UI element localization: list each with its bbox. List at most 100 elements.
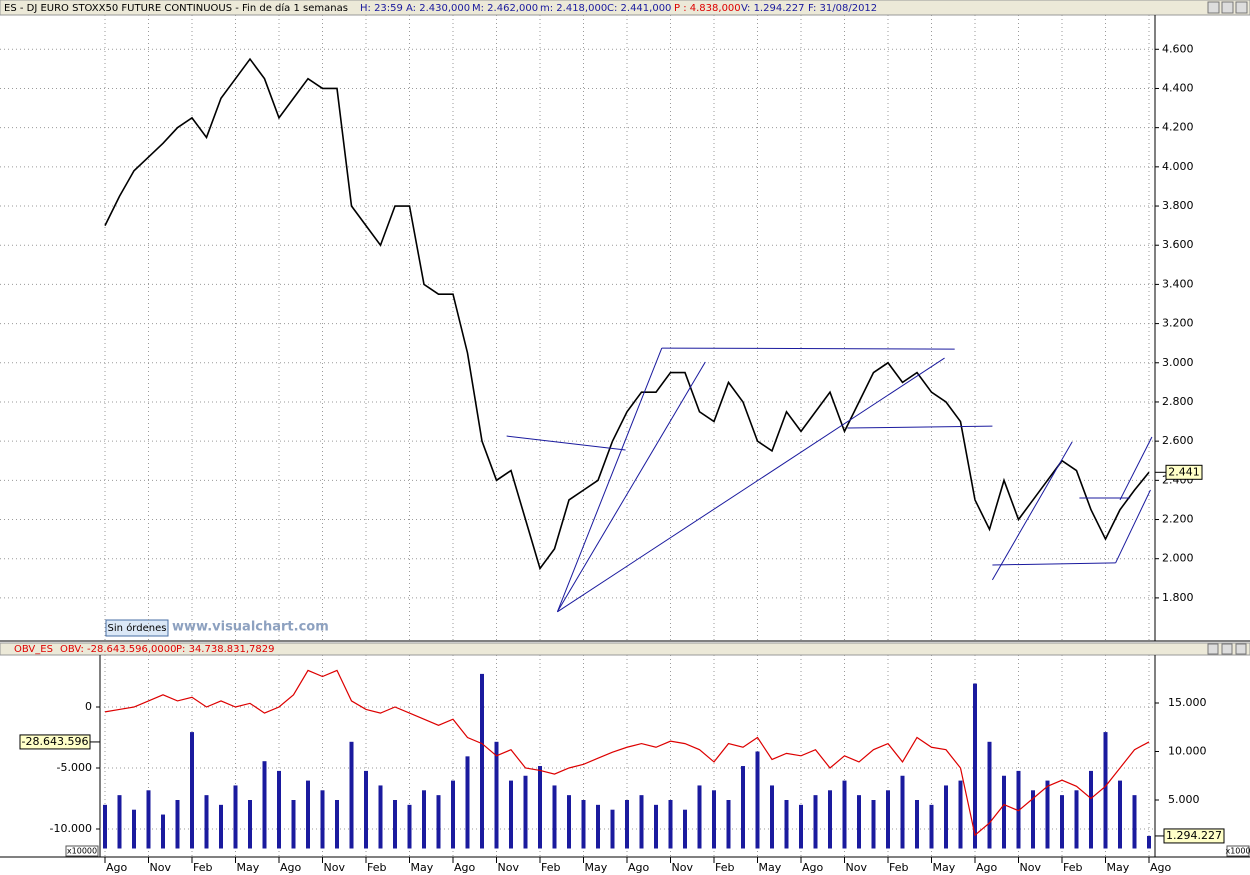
volume-bar	[161, 814, 165, 849]
y-tick-label: 2.200	[1162, 513, 1194, 526]
y-tick-label: 3.000	[1162, 356, 1194, 369]
volume-bar	[944, 785, 948, 849]
volume-bar	[567, 795, 571, 849]
volume-bar	[886, 790, 890, 849]
maximize-button[interactable]	[1221, 1, 1234, 14]
volume-bar	[726, 800, 731, 849]
x-tick-label: Ago	[1150, 861, 1172, 874]
volume-bar	[1132, 795, 1137, 849]
x-tick-label: Nov	[1020, 861, 1042, 874]
header-bar	[0, 0, 1250, 16]
volume-bar	[929, 804, 934, 849]
trendline	[1115, 489, 1151, 564]
obv-header-field: P: 34.738.831,7829	[176, 644, 274, 655]
y2-tick-label: 5.000	[1168, 793, 1200, 806]
minimize-button[interactable]	[1207, 1, 1220, 14]
y-tick-label: 3.800	[1162, 199, 1194, 212]
header-field: C: 2.441,000	[607, 3, 671, 14]
x-tick-label: Feb	[715, 861, 734, 874]
volume-bar	[190, 732, 194, 849]
header-field: M: 2.462,000	[472, 3, 538, 14]
volume-bar	[581, 800, 586, 849]
y-tick-label: 2.000	[1162, 552, 1194, 565]
y-tick-label: 4.200	[1162, 121, 1194, 134]
volume-bar	[422, 790, 426, 849]
volume-bar	[1016, 770, 1021, 849]
gridlines	[0, 15, 1155, 857]
volume-bar	[378, 785, 383, 849]
header: ES - DJ EURO STOXX50 FUTURE CONTINUOUS -…	[4, 2, 877, 14]
x-tick-label: Ago	[454, 861, 476, 874]
volume-bar	[784, 800, 789, 849]
volume-bar	[552, 785, 557, 849]
x-tick-label: May	[237, 861, 260, 874]
last-value-label: 1.294.227	[1166, 829, 1222, 842]
last-value-label: 2.441	[1168, 465, 1200, 478]
volume-bar	[175, 800, 180, 849]
volume-bar	[204, 795, 209, 849]
x-tick-label: Feb	[1063, 861, 1082, 874]
y2-unit: x1000	[1225, 847, 1250, 856]
x-tick-label: Nov	[324, 861, 346, 874]
volume-bar	[219, 804, 223, 849]
volume-bar	[828, 790, 832, 849]
volume-bar	[668, 800, 673, 849]
maximize-button[interactable]	[1221, 643, 1233, 655]
close-button[interactable]	[1235, 643, 1247, 655]
volume-bar	[451, 780, 455, 849]
trendline	[506, 435, 626, 451]
y-tick-label: 2.800	[1162, 395, 1194, 408]
volume-bar	[233, 785, 238, 849]
y-tick-label: 4.400	[1162, 81, 1194, 94]
y-tick-label: 4.000	[1162, 160, 1194, 173]
header-title: ES - DJ EURO STOXX50 FUTURE CONTINUOUS -…	[4, 2, 348, 14]
volume-bar	[813, 795, 818, 849]
window-buttons	[1207, 1, 1248, 14]
volume-bar	[900, 775, 905, 849]
volume-bar	[407, 804, 412, 849]
volume-bar	[465, 756, 470, 849]
x-tick-label: May	[759, 861, 782, 874]
volume-bar	[958, 780, 963, 849]
close-button[interactable]	[1235, 1, 1248, 14]
trendline	[847, 425, 993, 429]
x-tick-label: Nov	[498, 861, 520, 874]
orders-button[interactable]	[105, 619, 169, 637]
obv-header-bar	[0, 642, 1250, 656]
volume-bar	[509, 780, 513, 849]
volume-bar	[654, 804, 658, 849]
x-tick-label: Ago	[280, 861, 302, 874]
price-line	[104, 57, 1150, 571]
volume-bar	[1002, 775, 1006, 849]
header-field: P : 4.838,000	[674, 3, 741, 14]
volume-bar	[770, 785, 774, 849]
unit-box	[65, 845, 99, 857]
marks	[103, 57, 1153, 849]
y-unit: x10000	[67, 847, 97, 856]
last-value-box	[19, 734, 91, 750]
last-value-box	[1163, 828, 1225, 844]
volume-bar	[683, 809, 687, 849]
volume-bar	[871, 800, 876, 849]
volume-bar	[610, 809, 615, 849]
volume-bar	[132, 809, 136, 849]
trendline	[661, 347, 955, 350]
volume-bar	[277, 770, 281, 849]
orders-button-label[interactable]: Sin órdenes	[108, 622, 167, 634]
x-tick-label: Ago	[802, 861, 824, 874]
volume-bar	[697, 785, 702, 849]
trendline	[556, 361, 706, 613]
y-tick-label: 4.600	[1162, 42, 1194, 55]
volume-bar	[291, 800, 296, 849]
y-tick-label: 2.600	[1162, 434, 1194, 447]
x-tick-label: Ago	[628, 861, 650, 874]
minimize-button[interactable]	[1207, 643, 1219, 655]
obv-series-name: OBV_ES	[14, 644, 53, 655]
x-tick-label: May	[411, 861, 434, 874]
volume-bar	[436, 795, 441, 849]
trendline	[557, 357, 945, 613]
header-field: m: 2.418,000	[540, 3, 607, 14]
volume-bar	[1045, 780, 1050, 849]
